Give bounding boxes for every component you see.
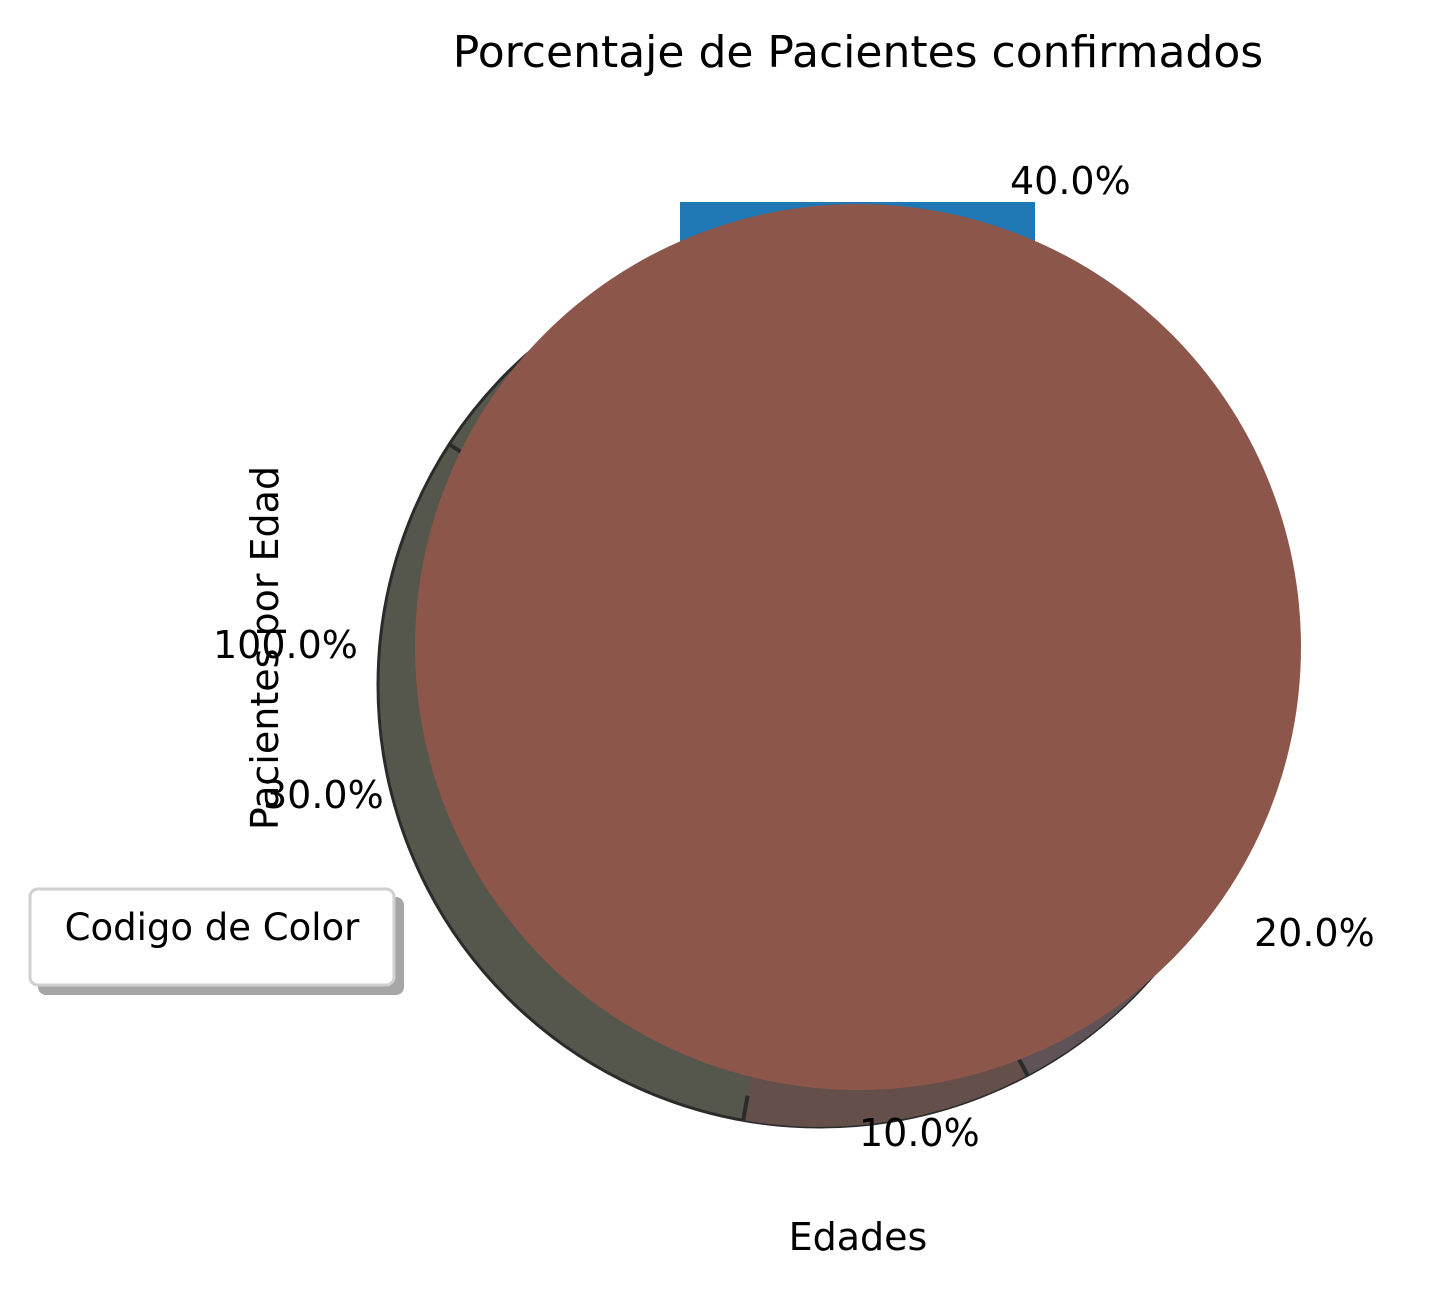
pct-label-10: 10.0% (859, 1111, 980, 1155)
slice-100-percent (415, 204, 1301, 1090)
x-axis-label: Edades (789, 1215, 928, 1259)
pct-label-20: 20.0% (1254, 911, 1375, 955)
pie-slices (415, 204, 1301, 1090)
legend-title: Codigo de Color (65, 906, 361, 949)
legend-box (28, 887, 396, 987)
pct-label-40: 40.0% (1010, 159, 1131, 203)
y-axis-label: Pacientes por Edad (243, 466, 287, 830)
chart-title: Porcentaje de Pacientes confirmados (453, 27, 1263, 78)
shadow-divider-1 (741, 1095, 750, 1121)
pct-label-30: 30.0% (263, 773, 384, 817)
pct-label-100: 100.0% (213, 623, 358, 667)
legend: Codigo de Color (28, 887, 404, 995)
